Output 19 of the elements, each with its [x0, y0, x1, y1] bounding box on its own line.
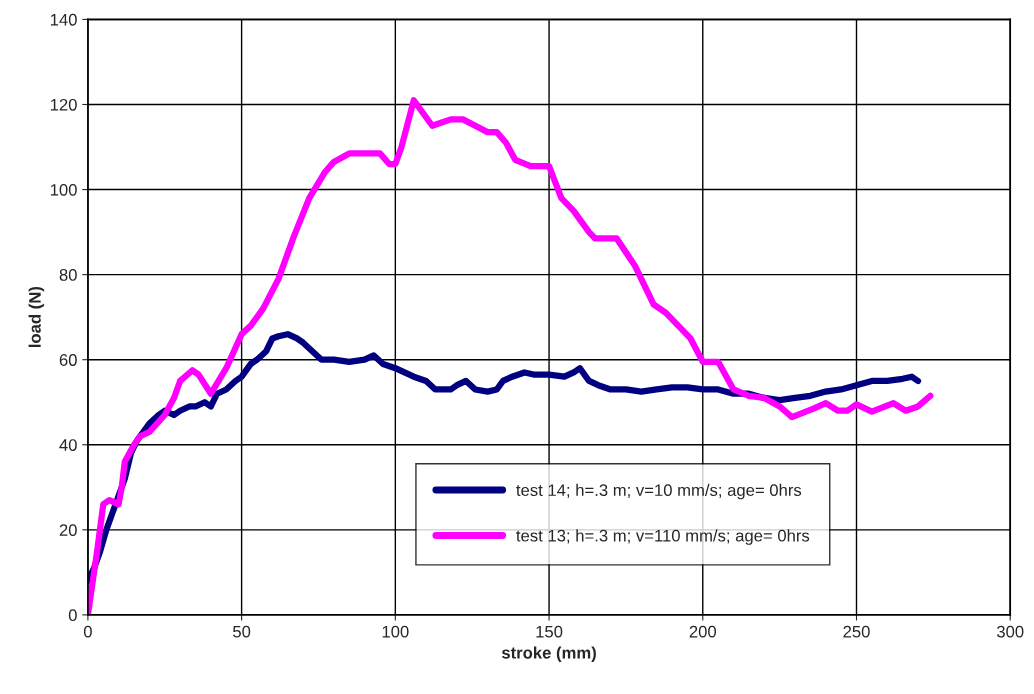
- y-tick-label: 80: [59, 269, 77, 281]
- x-tick-label: 150: [536, 625, 563, 638]
- y-tick-label: 100: [50, 183, 77, 196]
- x-tick-label: 200: [689, 625, 717, 638]
- y-tick-label: 60: [59, 354, 77, 366]
- y-tick-label: 20: [59, 524, 77, 537]
- x-tick-label: 300: [996, 625, 1024, 638]
- x-axis-title: stroke (mm): [501, 646, 596, 662]
- x-tick-label: 0: [83, 625, 92, 638]
- y-tick-label: 120: [50, 98, 77, 111]
- legend-label: test 14; h=.3 m; v=10 mm/s; age= 0hrs: [516, 483, 802, 500]
- x-tick-label: 100: [382, 625, 409, 638]
- legend-label: test 13; h=.3 m; v=110 mm/s; age= 0hrs: [516, 529, 810, 545]
- y-tick-label: 0: [68, 609, 77, 622]
- y-tick-label: 40: [59, 439, 77, 451]
- y-axis-title: load (N): [28, 286, 45, 348]
- x-tick-label: 50: [233, 625, 251, 638]
- y-tick-label: 140: [50, 13, 77, 26]
- x-tick-label: 250: [843, 625, 870, 638]
